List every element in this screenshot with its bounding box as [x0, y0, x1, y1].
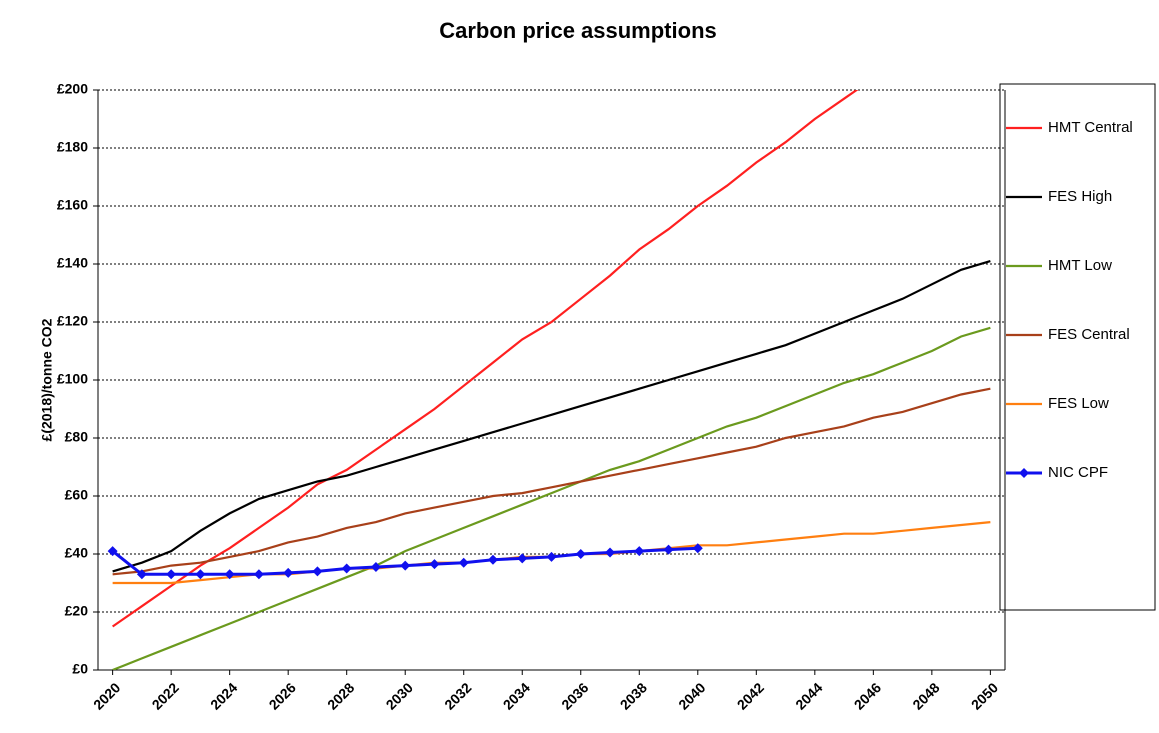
legend-label: HMT Low — [1048, 257, 1112, 274]
legend-marker — [1019, 468, 1029, 478]
y-tick-label: £20 — [65, 603, 89, 619]
series-line — [112, 260, 991, 573]
y-tick-label: £140 — [57, 255, 88, 271]
x-tick-label: 2038 — [617, 679, 650, 712]
legend-box — [999, 83, 1156, 611]
series-marker — [692, 543, 703, 554]
y-tick-label: £0 — [72, 661, 88, 677]
series-line — [112, 90, 859, 628]
x-tick-label: 2050 — [968, 679, 1001, 712]
y-tick-label: £100 — [57, 371, 88, 387]
plot-lines — [107, 90, 991, 670]
series-marker — [224, 569, 235, 580]
series-marker — [341, 563, 352, 574]
x-tick-label: 2022 — [149, 679, 182, 712]
y-tick-label: £80 — [65, 429, 89, 445]
series-marker — [487, 554, 498, 565]
series-marker — [312, 566, 323, 577]
series-marker — [663, 544, 674, 555]
series-marker — [605, 547, 616, 558]
series-line — [112, 387, 991, 576]
series-marker — [370, 562, 381, 573]
series-marker — [458, 557, 469, 568]
x-tick-label: 2046 — [851, 679, 884, 712]
legend-label: FES Central — [1048, 326, 1130, 343]
series-marker — [429, 559, 440, 570]
series-marker — [575, 549, 586, 559]
x-tick-label: 2032 — [441, 679, 474, 712]
legend-label: FES Low — [1048, 395, 1109, 412]
x-tick-label: 2044 — [792, 679, 825, 712]
x-tick-label: 2028 — [324, 679, 357, 712]
x-tick-label: 2034 — [500, 679, 533, 712]
series-marker — [400, 560, 411, 571]
series-line — [112, 326, 991, 670]
series-marker — [195, 569, 206, 580]
legend-label: NIC CPF — [1048, 464, 1108, 481]
x-tick-label: 2036 — [558, 679, 591, 712]
x-tick-label: 2024 — [207, 679, 240, 712]
legend-label: HMT Central — [1048, 119, 1133, 136]
legend-label: FES High — [1048, 188, 1112, 205]
y-tick-label: £180 — [57, 139, 88, 155]
series-marker — [136, 569, 147, 580]
y-tick-label: £120 — [57, 313, 88, 329]
series-marker — [107, 546, 118, 557]
series-marker — [546, 551, 557, 562]
series-marker — [166, 569, 177, 580]
series-marker — [517, 553, 528, 564]
y-tick-label: £160 — [57, 197, 88, 213]
x-tick-label: 2040 — [675, 679, 708, 712]
x-tick-label: 2048 — [909, 679, 942, 712]
y-axis-label: £(2018)/tonne CO2 — [39, 318, 55, 441]
series-marker — [253, 569, 264, 580]
series-marker — [283, 567, 294, 578]
chart-title: Carbon price assumptions — [439, 18, 717, 43]
series-marker — [634, 546, 645, 557]
y-tick-label: £60 — [65, 487, 89, 503]
y-tick-label: £40 — [65, 545, 89, 561]
y-tick-label: £200 — [57, 81, 88, 97]
x-tick-label: 2020 — [90, 679, 123, 712]
x-tick-label: 2026 — [266, 679, 299, 712]
x-tick-label: 2042 — [734, 679, 767, 712]
x-tick-label: 2030 — [383, 679, 416, 712]
